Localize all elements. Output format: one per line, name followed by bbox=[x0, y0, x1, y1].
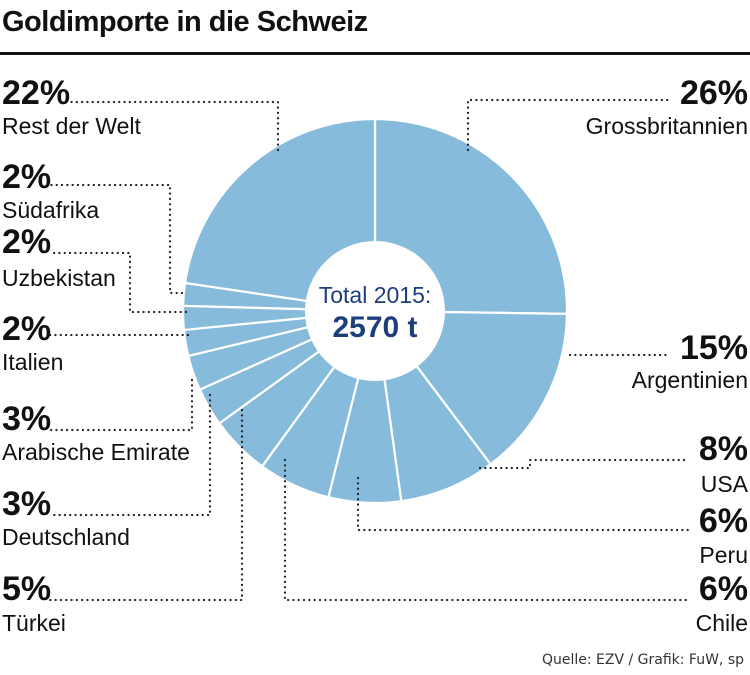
leader-usa bbox=[478, 458, 690, 470]
chart-title: Goldimporte in die Schweiz bbox=[2, 6, 368, 38]
label-deutschland: Deutschland bbox=[2, 524, 130, 550]
percent-italien: 2% bbox=[2, 310, 51, 348]
label-peru: Peru bbox=[699, 542, 748, 568]
label-grossbritannien: Grossbritannien bbox=[586, 113, 748, 139]
label-usa: USA bbox=[701, 471, 749, 497]
percent-usa: 8% bbox=[699, 430, 748, 468]
center-value: 2570 t bbox=[332, 311, 417, 344]
label-uzbekistan: Uzbekistan bbox=[2, 265, 116, 291]
leader-chile bbox=[283, 458, 690, 602]
percent-tuerkei: 5% bbox=[2, 570, 51, 608]
title-rule bbox=[0, 52, 750, 55]
percent-peru: 6% bbox=[699, 502, 748, 540]
percent-uzbekistan: 2% bbox=[2, 223, 51, 261]
percent-suedafrika: 2% bbox=[2, 158, 51, 196]
percent-deutschland: 3% bbox=[2, 485, 51, 523]
label-suedafrika: Südafrika bbox=[2, 197, 99, 223]
leader-rest-der-welt bbox=[66, 100, 280, 152]
label-arabische-emirate: Arabische Emirate bbox=[2, 439, 190, 465]
label-chile: Chile bbox=[696, 610, 748, 636]
percent-chile: 6% bbox=[699, 570, 748, 608]
donut-hole bbox=[305, 241, 445, 381]
leader-grossbritannien bbox=[466, 98, 670, 152]
leader-peru bbox=[356, 476, 690, 532]
label-rest-der-welt: Rest der Welt bbox=[2, 113, 142, 139]
leader-uzbekistan bbox=[48, 251, 188, 314]
leader-arabische-emirate bbox=[48, 378, 194, 432]
leader-tuerkei bbox=[48, 408, 244, 602]
percent-arabische-emirate: 3% bbox=[2, 400, 51, 438]
leader-suedafrika bbox=[48, 183, 184, 295]
percent-argentinien: 15% bbox=[680, 329, 748, 367]
label-italien: Italien bbox=[2, 349, 63, 375]
label-argentinien: Argentinien bbox=[632, 367, 748, 393]
label-tuerkei: Türkei bbox=[2, 610, 66, 636]
source-note: Quelle: EZV / Grafik: FuW, sp bbox=[541, 652, 744, 668]
percent-grossbritannien: 26% bbox=[680, 74, 748, 112]
percent-rest-der-welt: 22% bbox=[2, 74, 70, 112]
center-label: Total 2015: bbox=[319, 282, 432, 308]
